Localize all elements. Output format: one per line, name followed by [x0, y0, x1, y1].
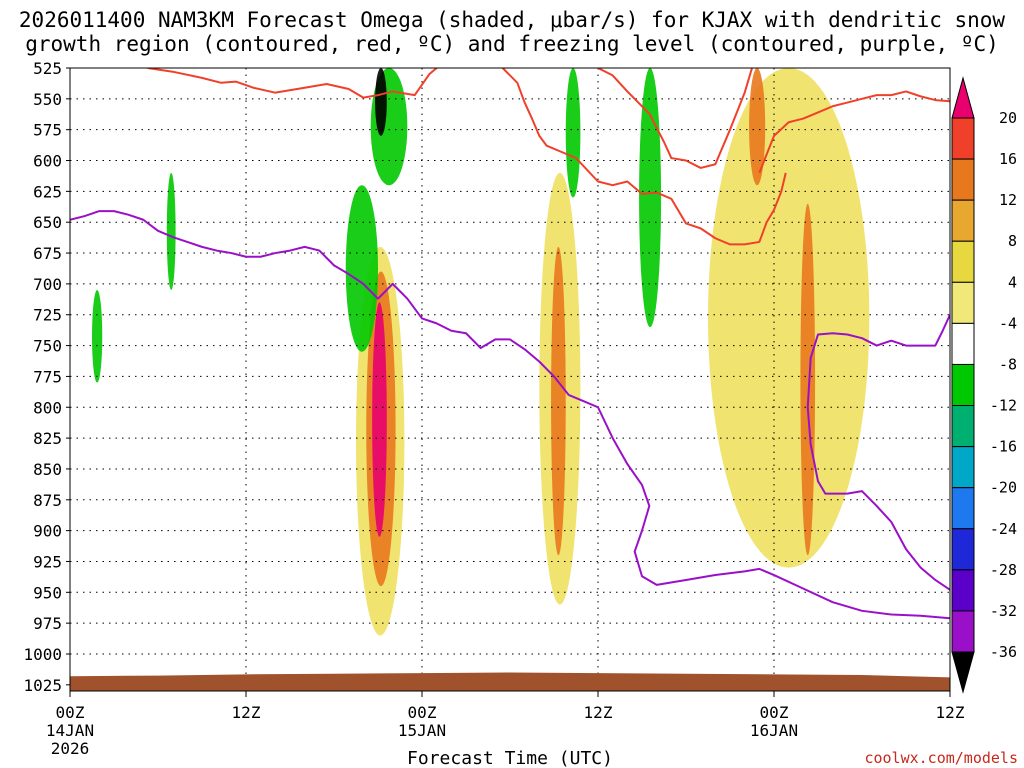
- colorbar-swatch: [951, 322, 975, 365]
- y-tick-label: 1025: [23, 676, 62, 695]
- omega-region-4: [551, 246, 566, 556]
- colorbar-label: -28: [990, 561, 1017, 579]
- plot-frame: [69, 67, 951, 692]
- colorbar-top-triangle: [951, 76, 975, 119]
- terrain-fill: [70, 672, 950, 691]
- y-axis: 525 550 575 600 625 650 675 700 725 750 775 800 825 8…: [23, 59, 70, 695]
- y-tick-label: 550: [33, 90, 62, 109]
- x-tick-date-label: 15JAN: [398, 721, 446, 740]
- colorbar-label: -36: [990, 643, 1017, 661]
- colorbar-label: -20: [990, 479, 1017, 497]
- y-tick-label: 975: [33, 614, 62, 633]
- omega-region-10: [375, 68, 387, 136]
- chart-title-line-1: 2026011400 NAM3KM Forecast Omega (shaded…: [18, 8, 1006, 32]
- freezing-level-contour-4: [70, 210, 950, 620]
- omega-region-6: [749, 68, 766, 186]
- colorbar-label: 20: [999, 109, 1017, 127]
- colorbar-label: 12: [999, 191, 1017, 209]
- colorbar-label: -8: [999, 355, 1017, 373]
- colorbar-swatch: [951, 199, 975, 242]
- colorbar-swatch: [951, 610, 975, 653]
- y-tick-label: 700: [33, 275, 62, 294]
- colorbar-bottom-triangle: [951, 651, 975, 694]
- omega-region-11: [565, 68, 581, 198]
- y-tick-label: 950: [33, 583, 62, 602]
- colorbar-swatch: [951, 158, 975, 201]
- x-tick-date-label: 16JAN: [750, 721, 798, 740]
- colorbar-swatch: [951, 363, 975, 407]
- dgz-contour-0: [147, 68, 438, 99]
- omega-region-14: [92, 290, 103, 383]
- y-tick-label: 1000: [23, 645, 62, 664]
- colorbar-label: 16: [999, 150, 1017, 168]
- x-axis-title: Forecast Time (UTC): [407, 748, 613, 768]
- y-tick-label: 925: [33, 552, 62, 571]
- y-tick-label: 725: [33, 306, 62, 325]
- y-tick-label: 625: [33, 182, 62, 201]
- x-tick-label: 00Z: [408, 703, 437, 722]
- colorbar: 20 16 12 8 4 -4 -8 -12 -16 -20 -24 -28 -32 -36: [951, 76, 1017, 694]
- colorbar-swatch: [951, 487, 975, 530]
- omega-shading-layer: [92, 68, 870, 636]
- contour-layer: [70, 68, 950, 620]
- credit-text: coolwx.com/models: [864, 749, 1018, 767]
- dgz-contour-1: [597, 68, 753, 169]
- y-tick-label: 600: [33, 152, 62, 171]
- omega-region-5: [708, 68, 870, 568]
- y-tick-label: 825: [33, 429, 62, 448]
- colorbar-swatch: [951, 405, 975, 448]
- x-tick-year-label: 2026: [51, 739, 90, 758]
- omega-region-2: [372, 302, 387, 537]
- dgz-contour-3: [501, 68, 787, 246]
- y-tick-label: 900: [33, 522, 62, 541]
- colorbar-label: -24: [990, 520, 1017, 538]
- colorbar-swatch: [951, 240, 975, 283]
- omega-region-8: [345, 185, 378, 352]
- colorbar-swatch: [951, 569, 975, 612]
- freezing-level-contour-5: [806, 314, 950, 591]
- colorbar-label: -4: [999, 314, 1017, 332]
- omega-region-7: [800, 203, 816, 556]
- omega-region-12: [639, 68, 662, 328]
- y-tick-label: 650: [33, 213, 62, 232]
- dgz-contour-2: [758, 90, 950, 174]
- x-tick-label: 12Z: [936, 703, 965, 722]
- y-tick-label: 775: [33, 367, 62, 386]
- colorbar-swatch: [951, 446, 975, 489]
- x-tick-date-label: 14JAN: [46, 721, 94, 740]
- terrain-layer: [70, 672, 950, 691]
- colorbar-label: -12: [990, 397, 1017, 415]
- y-tick-label: 525: [33, 59, 62, 78]
- chart-title-line-2: growth region (contoured, red, ºC) and f…: [25, 32, 999, 56]
- x-tick-label: 00Z: [760, 703, 789, 722]
- x-tick-label: 00Z: [56, 703, 85, 722]
- y-tick-label: 750: [33, 337, 62, 356]
- y-tick-label: 875: [33, 491, 62, 510]
- y-tick-label: 675: [33, 244, 62, 263]
- x-tick-label: 12Z: [232, 703, 261, 722]
- y-tick-label: 800: [33, 398, 62, 417]
- colorbar-swatch: [951, 528, 975, 571]
- colorbar-swatch: [951, 117, 975, 160]
- colorbar-label: -16: [990, 438, 1017, 456]
- omega-region-13: [166, 172, 176, 291]
- colorbar-label: 8: [1008, 232, 1017, 250]
- y-tick-label: 575: [33, 121, 62, 140]
- y-tick-label: 850: [33, 460, 62, 479]
- colorbar-swatch: [951, 281, 975, 324]
- x-tick-label: 12Z: [584, 703, 613, 722]
- colorbar-label: 4: [1008, 273, 1017, 291]
- colorbar-label: -32: [990, 602, 1017, 620]
